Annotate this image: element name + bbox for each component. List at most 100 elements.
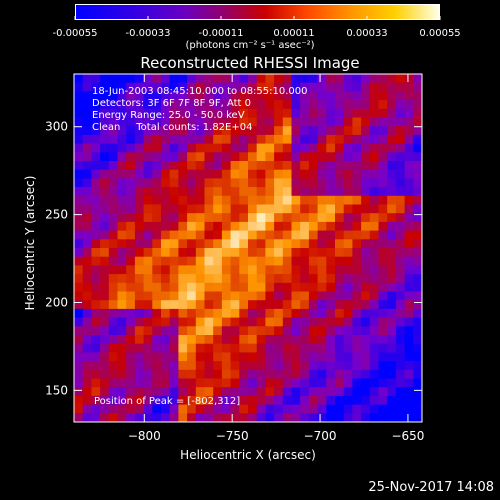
heatmap-cell	[161, 274, 171, 284]
heatmap-cell	[143, 178, 153, 188]
heatmap-cell	[413, 369, 423, 379]
heatmap-cell	[265, 300, 275, 310]
heatmap-cell	[317, 117, 327, 127]
heatmap-cell	[282, 335, 292, 345]
heatmap-cell	[82, 108, 92, 118]
heatmap-cell	[178, 161, 188, 171]
heatmap-cell	[195, 335, 205, 345]
heatmap-cell	[291, 230, 301, 240]
heatmap-cell	[126, 117, 136, 127]
heatmap-cell	[126, 213, 136, 223]
heatmap-cell	[282, 282, 292, 292]
heatmap-cell	[187, 134, 197, 145]
heatmap-cell	[369, 169, 379, 179]
heatmap-cell	[395, 126, 406, 136]
heatmap-cell	[291, 265, 301, 275]
heatmap-cell	[230, 204, 240, 214]
heatmap-cell	[335, 221, 345, 232]
heatmap-cell	[404, 143, 414, 153]
heatmap-cell	[352, 413, 362, 423]
heatmap-cell	[100, 282, 110, 292]
heatmap-cell	[413, 308, 423, 319]
heatmap-cell	[126, 317, 136, 327]
heatmap-cell	[282, 100, 292, 110]
heatmap-cell	[413, 82, 423, 92]
heatmap-cell	[291, 195, 301, 205]
heatmap-cell	[134, 134, 145, 145]
heatmap-cell	[395, 82, 406, 92]
heatmap-cell	[308, 369, 319, 379]
heatmap-cell	[326, 169, 336, 179]
heatmap-cell	[221, 213, 232, 223]
heatmap-cell	[300, 395, 310, 406]
heatmap-cell	[239, 187, 249, 197]
heatmap-cell	[300, 82, 310, 92]
heatmap-cell	[143, 108, 153, 118]
heatmap-cell	[300, 317, 310, 327]
heatmap-cell	[343, 335, 353, 345]
heatmap-cell	[308, 74, 319, 84]
heatmap-cell	[256, 161, 266, 171]
heatmap-cell	[265, 161, 275, 171]
heatmap-cell	[169, 213, 179, 223]
heatmap-cell	[308, 134, 319, 145]
heatmap-cell	[230, 161, 240, 171]
heatmap-cell	[117, 308, 127, 319]
heatmap-cell	[300, 195, 310, 205]
heatmap-cell	[387, 161, 397, 171]
heatmap-cell	[326, 291, 336, 301]
heatmap-cell	[74, 378, 84, 388]
heatmap-cell	[230, 317, 240, 327]
heatmap-cell	[108, 282, 118, 292]
heatmap-cell	[239, 221, 249, 232]
y-tick-label: 200	[45, 295, 68, 309]
heatmap-cell	[108, 126, 118, 136]
heatmap-cell	[369, 308, 379, 319]
heatmap-cell	[221, 265, 232, 275]
heatmap-cell	[317, 204, 327, 214]
heatmap-cell	[274, 248, 284, 258]
heatmap-cell	[74, 343, 84, 353]
heatmap-cell	[117, 378, 127, 388]
heatmap-cell	[100, 161, 110, 171]
heatmap-cell	[213, 317, 223, 327]
heatmap-cell	[221, 395, 232, 406]
heatmap-cell	[361, 317, 371, 327]
heatmap-cell	[291, 161, 301, 171]
heatmap-cell	[108, 204, 118, 214]
heatmap-cell	[230, 100, 240, 110]
heatmap-cell	[143, 343, 153, 353]
heatmap-cell	[117, 413, 127, 423]
heatmap-cell	[117, 82, 127, 92]
colorbar-tick-label: 0.00033	[346, 28, 387, 39]
heatmap-cell	[204, 213, 214, 223]
heatmap-cell	[152, 143, 162, 153]
heatmap-cell	[195, 352, 205, 362]
heatmap-cell	[378, 248, 388, 258]
heatmap-cell	[213, 117, 223, 127]
heatmap-cell	[213, 308, 223, 319]
heatmap-cell	[413, 161, 423, 171]
heatmap-cell	[187, 291, 197, 301]
heatmap-cell	[248, 265, 258, 275]
heatmap-cell	[221, 387, 232, 397]
heatmap-cell	[239, 74, 249, 84]
heatmap-cell	[282, 352, 292, 362]
heatmap-cell	[265, 108, 275, 118]
heatmap-cell	[274, 91, 284, 101]
heatmap-cell	[387, 221, 397, 232]
heatmap-cell	[395, 352, 406, 362]
heatmap-cell	[361, 230, 371, 240]
heatmap-cell	[213, 108, 223, 118]
heatmap-cell	[404, 369, 414, 379]
heatmap-cell	[178, 134, 188, 145]
heatmap-cell	[404, 161, 414, 171]
heatmap-cell	[161, 74, 171, 84]
heatmap-cell	[126, 152, 136, 162]
heatmap-cell	[134, 213, 145, 223]
heatmap-cell	[82, 274, 92, 284]
heatmap-cell	[91, 265, 101, 275]
heatmap-cell	[248, 213, 258, 223]
heatmap-cell	[117, 352, 127, 362]
heatmap-cell	[265, 291, 275, 301]
